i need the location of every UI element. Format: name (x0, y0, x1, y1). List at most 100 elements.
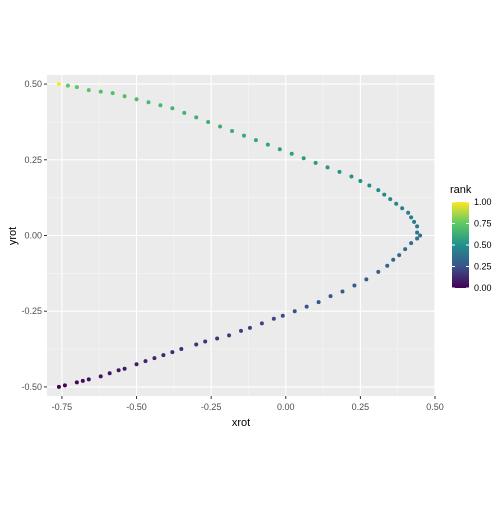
x-axis-ticks: -0.75 -0.50 -0.25 0.00 0.25 0.50 (52, 396, 444, 412)
data-point (292, 309, 297, 314)
data-point (107, 371, 112, 376)
data-point (418, 233, 423, 238)
data-point (265, 142, 270, 147)
data-point (415, 224, 420, 229)
x-axis-label: xrot (232, 417, 250, 429)
data-point (241, 133, 246, 138)
legend-title: rank (450, 184, 472, 196)
data-point (203, 339, 208, 344)
data-point (56, 384, 61, 389)
data-point (328, 294, 333, 299)
data-point (391, 257, 396, 262)
data-point (218, 124, 223, 129)
data-point (289, 151, 294, 156)
data-point (62, 383, 67, 388)
x-tick-label: 0.00 (277, 402, 295, 412)
data-point (230, 129, 235, 134)
data-point (158, 103, 163, 108)
data-point (403, 247, 408, 252)
data-point (215, 336, 220, 341)
data-point (316, 300, 321, 305)
data-point (259, 321, 264, 326)
x-tick-label: 0.25 (352, 402, 370, 412)
data-point (182, 110, 187, 115)
legend-colorbar (452, 202, 469, 288)
data-point (397, 253, 402, 258)
data-point (80, 378, 85, 383)
legend-tick-label: 1.00 (474, 197, 492, 207)
x-tick-label: 0.50 (426, 402, 444, 412)
data-point (143, 359, 148, 364)
data-point (400, 206, 405, 211)
data-point (134, 97, 139, 102)
data-point (388, 197, 393, 202)
y-tick-label: 0.25 (24, 155, 42, 165)
x-tick-label: -0.25 (201, 402, 222, 412)
data-point (161, 353, 166, 358)
y-tick-label: -0.50 (21, 382, 42, 392)
y-tick-label: 0.50 (24, 79, 42, 89)
data-point (409, 215, 414, 220)
data-point (352, 283, 357, 288)
data-point (382, 192, 387, 197)
data-point (253, 138, 258, 143)
data-point (415, 230, 420, 235)
data-point (239, 328, 243, 333)
data-point (122, 94, 127, 99)
data-point (337, 169, 342, 174)
data-point (364, 277, 369, 282)
data-point (277, 147, 282, 152)
data-point (271, 316, 276, 321)
data-point (170, 350, 175, 355)
data-point (349, 174, 354, 179)
data-point (86, 377, 91, 382)
data-point (134, 362, 139, 367)
legend-tick-label: 0.50 (474, 240, 492, 250)
legend-tick-label: 0.00 (474, 283, 492, 293)
data-point (358, 178, 363, 183)
data-point (146, 100, 151, 105)
data-point (385, 263, 390, 268)
x-tick-label: -0.75 (52, 402, 73, 412)
data-point (415, 236, 420, 241)
data-point (313, 160, 318, 165)
data-point (367, 183, 372, 188)
data-point (409, 241, 414, 246)
data-point (179, 347, 184, 352)
data-point (325, 165, 330, 170)
y-axis-label: yrot (7, 227, 19, 245)
data-point (247, 325, 252, 330)
data-point (280, 313, 285, 318)
y-axis-ticks: -0.50 -0.25 0.00 0.25 0.50 (21, 79, 47, 392)
y-tick-label: -0.25 (21, 306, 42, 316)
color-legend: rank 1.00 0.75 0.50 0.25 0.00 (450, 184, 492, 293)
data-point (116, 368, 121, 373)
data-point (227, 333, 232, 338)
data-point (122, 366, 127, 371)
data-point (394, 201, 399, 206)
legend-tick-label: 0.75 (474, 219, 492, 229)
data-point (98, 89, 103, 94)
data-point (194, 342, 199, 347)
legend-tick-label: 0.25 (474, 262, 492, 272)
data-point (110, 91, 115, 96)
data-point (74, 380, 79, 385)
data-points (56, 82, 423, 389)
data-point (412, 219, 417, 224)
data-point (340, 289, 345, 294)
data-point (152, 356, 157, 361)
major-gridlines (47, 75, 436, 396)
legend-ticks: 1.00 0.75 0.50 0.25 0.00 (452, 197, 492, 293)
data-point (170, 106, 175, 111)
x-tick-label: -0.50 (126, 402, 147, 412)
data-point (98, 374, 103, 379)
data-point (406, 210, 411, 215)
data-point (301, 156, 306, 161)
data-point (376, 269, 381, 274)
data-point (74, 85, 79, 90)
data-point (206, 119, 211, 124)
y-tick-label: 0.00 (24, 231, 42, 241)
data-point (194, 115, 199, 120)
